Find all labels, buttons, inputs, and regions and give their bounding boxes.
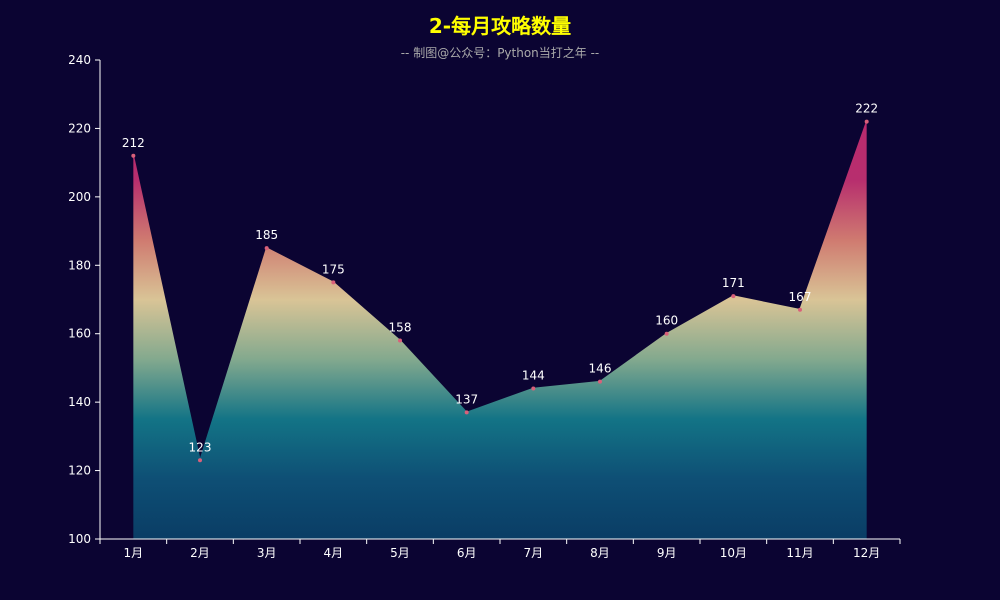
data-label: 185 xyxy=(255,228,278,242)
y-tick-label: 100 xyxy=(68,532,91,546)
x-tick-label: 3月 xyxy=(257,546,277,560)
data-label: 167 xyxy=(789,290,812,304)
data-label: 212 xyxy=(122,136,145,150)
x-tick-label: 1月 xyxy=(124,546,144,560)
data-label: 137 xyxy=(455,392,478,406)
data-point xyxy=(531,386,536,391)
x-tick-label: 12月 xyxy=(853,546,880,560)
x-tick-label: 8月 xyxy=(590,546,610,560)
y-tick-label: 200 xyxy=(68,190,91,204)
data-point xyxy=(331,280,336,285)
data-label: 160 xyxy=(655,314,678,328)
chart-title: 2-每月攻略数量 xyxy=(428,14,572,38)
x-tick-label: 6月 xyxy=(457,546,477,560)
data-point xyxy=(464,410,469,415)
data-label: 146 xyxy=(589,362,612,376)
data-label: 222 xyxy=(855,102,878,116)
data-label: 171 xyxy=(722,276,745,290)
x-tick-label: 10月 xyxy=(720,546,747,560)
x-tick-label: 2月 xyxy=(190,546,210,560)
data-point xyxy=(198,458,202,463)
data-point xyxy=(398,338,402,343)
data-point xyxy=(731,294,736,299)
area-fill xyxy=(133,121,867,539)
y-tick-label: 160 xyxy=(68,327,91,341)
chart-subtitle: -- 制图@公众号：Python当打之年 -- xyxy=(400,46,600,60)
y-tick-label: 220 xyxy=(68,121,91,135)
data-label: 123 xyxy=(189,440,212,454)
data-point xyxy=(131,153,136,158)
x-tick-label: 7月 xyxy=(524,546,544,560)
x-tick-label: 9月 xyxy=(657,546,677,560)
data-point xyxy=(598,379,602,384)
data-point xyxy=(798,307,802,312)
data-point xyxy=(864,119,869,124)
x-tick-label: 11月 xyxy=(786,546,813,560)
y-tick-label: 180 xyxy=(68,258,91,272)
x-tick-label: 5月 xyxy=(390,546,410,560)
series-line xyxy=(132,121,868,464)
x-tick-label: 4月 xyxy=(324,546,344,560)
y-tick-label: 240 xyxy=(68,53,91,67)
data-point xyxy=(264,246,269,251)
data-label: 175 xyxy=(322,262,345,276)
data-label: 158 xyxy=(389,321,412,335)
y-tick-label: 140 xyxy=(68,395,91,409)
data-point xyxy=(664,331,669,336)
data-label: 144 xyxy=(522,368,545,382)
y-tick-label: 120 xyxy=(68,464,91,478)
